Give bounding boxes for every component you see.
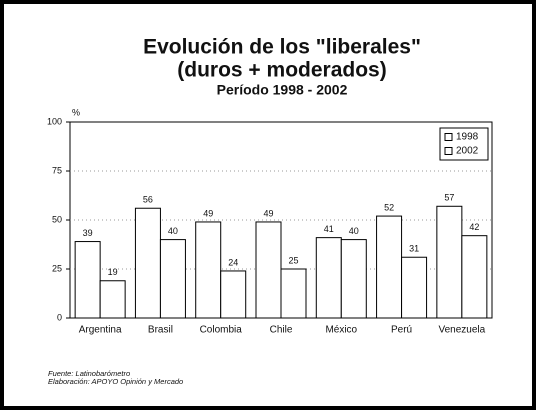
data-label: 39 (83, 228, 93, 238)
bar (436, 205, 463, 319)
chart-title: Evolución de los "liberales" (143, 36, 421, 59)
note: Elaboración: APOYO Opinión y Mercado (48, 377, 183, 386)
y-tick-label: 75 (52, 165, 62, 175)
bar (195, 221, 222, 319)
bar (74, 241, 101, 319)
bar (340, 239, 367, 319)
legend-label: 1998 (456, 132, 479, 143)
bar (134, 207, 161, 319)
y-tick-label: 25 (52, 263, 62, 273)
data-label: 49 (263, 208, 273, 218)
data-label: 42 (469, 222, 479, 232)
bar (461, 235, 488, 319)
data-label: 41 (324, 224, 334, 234)
data-label: 57 (444, 193, 454, 203)
chart-subtitle: Período 1998 - 2002 (217, 82, 348, 98)
bar (99, 280, 126, 319)
x-tick-label: Perú (391, 325, 412, 336)
data-label: 52 (384, 202, 394, 212)
bar (280, 268, 307, 319)
x-tick-label: Colombia (200, 325, 243, 336)
x-tick-label: Brasil (148, 325, 173, 336)
note: Fuente: Latinobarómetro (48, 369, 130, 378)
bar (255, 221, 282, 319)
x-tick-label: México (325, 325, 357, 336)
legend-swatch (444, 147, 453, 155)
bar (376, 215, 403, 319)
x-tick-label: Argentina (79, 325, 122, 336)
bar (159, 239, 186, 319)
data-label: 31 (409, 244, 419, 254)
bar (315, 237, 342, 319)
bar (220, 270, 247, 319)
legend-label: 2002 (456, 146, 479, 157)
y-tick-label: 0 (57, 312, 62, 322)
bar (401, 256, 428, 319)
chart-title: (duros + moderados) (177, 59, 386, 82)
x-tick-label: Chile (270, 325, 293, 336)
y-axis-label: % (72, 107, 80, 117)
y-tick-label: 100 (47, 116, 62, 126)
legend-swatch (444, 133, 453, 141)
y-tick-label: 50 (52, 214, 62, 224)
data-label: 24 (228, 257, 238, 267)
data-label: 56 (143, 195, 153, 205)
data-label: 19 (108, 267, 118, 277)
data-label: 49 (203, 208, 213, 218)
x-tick-label: Venezuela (438, 325, 485, 336)
data-label: 25 (288, 255, 298, 265)
data-label: 40 (168, 226, 178, 236)
data-label: 40 (349, 226, 359, 236)
